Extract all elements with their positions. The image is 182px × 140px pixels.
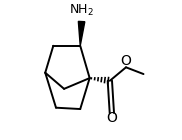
Text: O: O <box>106 111 117 125</box>
Polygon shape <box>78 21 85 46</box>
Text: O: O <box>120 54 131 68</box>
Text: NH$_2$: NH$_2$ <box>69 2 94 18</box>
